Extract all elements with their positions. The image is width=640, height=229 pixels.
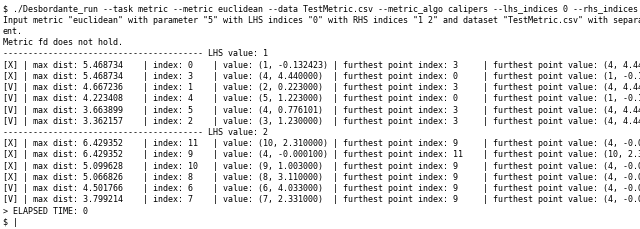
Text: [X] | max dist: 5.468734    | index: 0    | value: (1, -0.132423) | furthest poi: [X] | max dist: 5.468734 | index: 0 | va… <box>3 61 640 70</box>
Text: [X] | max dist: 5.468734    | index: 3    | value: (4, 4.440000)  | furthest poi: [X] | max dist: 5.468734 | index: 3 | va… <box>3 72 640 81</box>
Text: [V] | max dist: 4.501766    | index: 6    | value: (6, 4.033000)  | furthest poi: [V] | max dist: 4.501766 | index: 6 | va… <box>3 184 640 193</box>
Text: Metric fd does not hold.: Metric fd does not hold. <box>3 38 123 47</box>
Text: [V] | max dist: 4.223408    | index: 4    | value: (5, 1.223000)  | furthest poi: [V] | max dist: 4.223408 | index: 4 | va… <box>3 94 640 103</box>
Text: $ |: $ | <box>3 218 17 227</box>
Text: [X] | max dist: 6.429352    | index: 11   | value: (10, 2.310000) | furthest poi: [X] | max dist: 6.429352 | index: 11 | v… <box>3 139 640 148</box>
Text: [X] | max dist: 6.429352    | index: 9    | value: (4, -0.000100) | furthest poi: [X] | max dist: 6.429352 | index: 9 | va… <box>3 150 640 159</box>
Text: ent.: ent. <box>3 27 22 36</box>
Text: > ELAPSED TIME: 0: > ELAPSED TIME: 0 <box>3 207 88 215</box>
Text: ---------------------------------------- LHS value: 2: ----------------------------------------… <box>3 128 268 137</box>
Text: [V] | max dist: 3.799214    | index: 7    | value: (7, 2.331000)  | furthest poi: [V] | max dist: 3.799214 | index: 7 | va… <box>3 195 640 204</box>
Text: Input metric "euclidean" with parameter "5" with LHS indices "0" with RHS indice: Input metric "euclidean" with parameter … <box>3 16 640 25</box>
Text: [V] | max dist: 3.663899    | index: 5    | value: (4, 0.776101)  | furthest poi: [V] | max dist: 3.663899 | index: 5 | va… <box>3 106 640 114</box>
Text: [V] | max dist: 4.667236    | index: 1    | value: (2, 0.223000)  | furthest poi: [V] | max dist: 4.667236 | index: 1 | va… <box>3 83 640 92</box>
Text: [X] | max dist: 5.099628    | index: 10   | value: (9, 1.003000)  | furthest poi: [X] | max dist: 5.099628 | index: 10 | v… <box>3 162 640 171</box>
Text: [V] | max dist: 3.362157    | index: 2    | value: (3, 1.230000)  | furthest poi: [V] | max dist: 3.362157 | index: 2 | va… <box>3 117 640 126</box>
Text: [X] | max dist: 5.066826    | index: 8    | value: (8, 3.110000)  | furthest poi: [X] | max dist: 5.066826 | index: 8 | va… <box>3 173 640 182</box>
Text: ---------------------------------------- LHS value: 1: ----------------------------------------… <box>3 49 268 58</box>
Text: $ ./Desbordante_run --task metric --metric euclidean --data TestMetric.csv --met: $ ./Desbordante_run --task metric --metr… <box>3 5 640 14</box>
